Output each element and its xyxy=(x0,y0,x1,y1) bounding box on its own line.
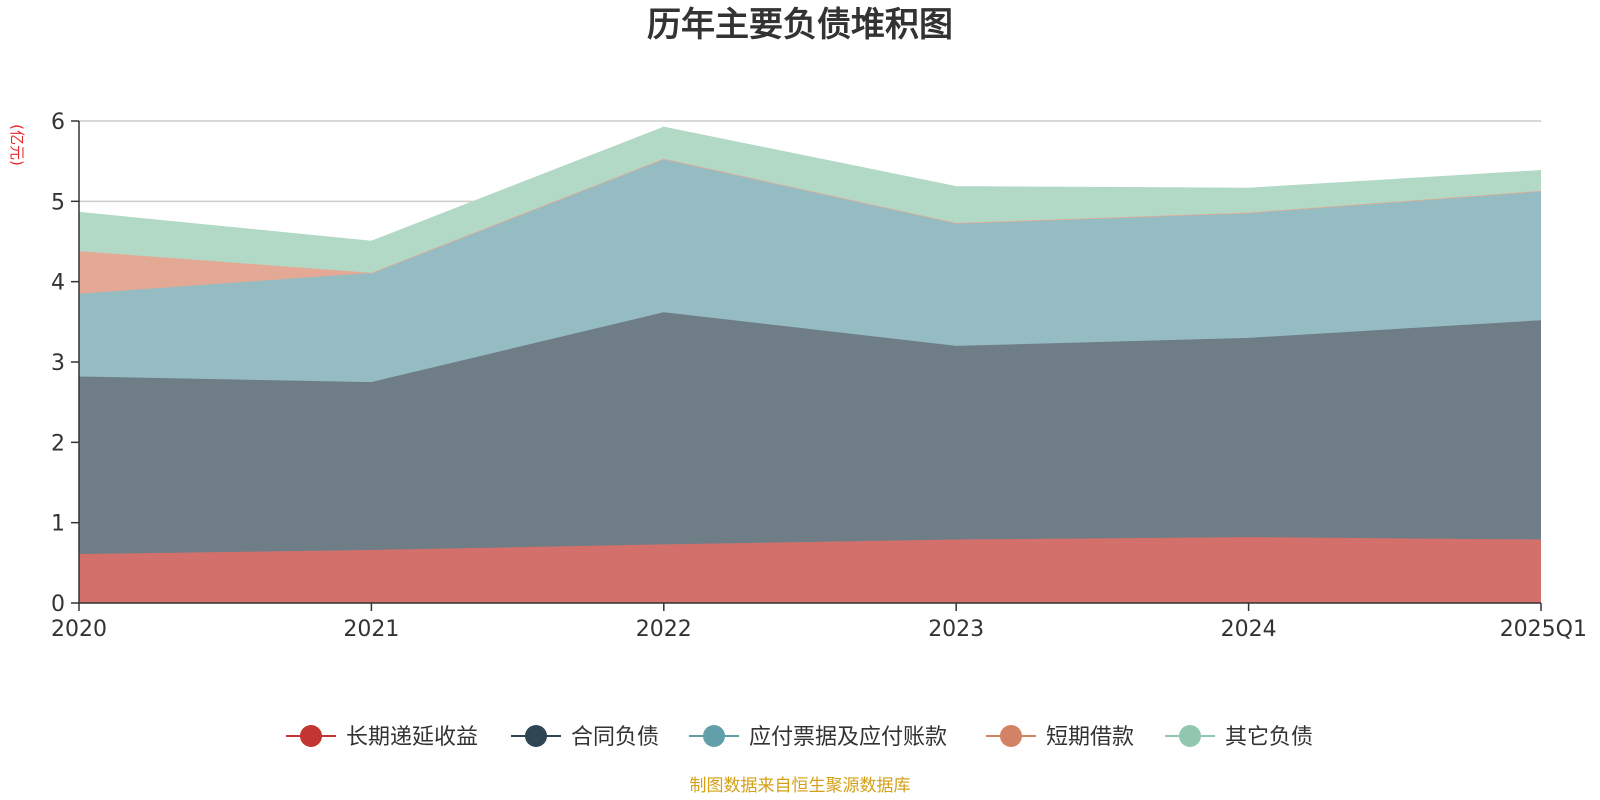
area-series-2 xyxy=(79,312,1541,554)
y-axis-unit-label: (亿元) xyxy=(8,124,26,166)
legend-marker xyxy=(525,725,547,747)
legend-marker xyxy=(1179,725,1201,747)
axes: 0 1 2 3 4 5 6 2020 2021 2022 2023 2024 2025Q1 xyxy=(51,110,1587,642)
y-tick-label: 6 xyxy=(51,110,65,135)
legend-marker xyxy=(300,725,322,747)
area-series-5 xyxy=(79,127,1541,273)
legend-label: 应付票据及应付账款 xyxy=(749,725,947,750)
legend-item-5: 其它负债 xyxy=(1165,725,1313,750)
legend-label: 合同负债 xyxy=(571,725,659,750)
line-series-1 xyxy=(78,536,1542,555)
y-tick-label: 2 xyxy=(51,431,65,456)
x-tick-label: 2022 xyxy=(636,617,692,642)
y-tick-label: 4 xyxy=(51,271,65,296)
legend-label: 其它负债 xyxy=(1225,725,1313,750)
source-note: 制图数据来自恒生聚源数据库 xyxy=(690,776,911,796)
legend-marker xyxy=(703,725,725,747)
legend-item-4: 短期借款 xyxy=(986,725,1134,750)
y-tick-label: 1 xyxy=(51,512,65,537)
chart-title: 历年主要负债堆积图 xyxy=(647,5,953,45)
legend-label: 短期借款 xyxy=(1046,725,1134,750)
area-series-4 xyxy=(79,158,1541,294)
y-tick-label: 3 xyxy=(51,351,65,376)
area-series-3 xyxy=(79,158,1541,383)
legend-item-3: 应付票据及应付账款 xyxy=(689,725,947,750)
x-tick-label: 2025Q1 xyxy=(1500,617,1587,642)
y-tick-label: 5 xyxy=(51,190,65,215)
legend-marker xyxy=(1000,725,1022,747)
x-tick-label: 2023 xyxy=(928,617,984,642)
area-series-1 xyxy=(79,537,1541,603)
x-tick-label: 2024 xyxy=(1221,617,1277,642)
x-tick-label: 2020 xyxy=(51,617,107,642)
legend: 长期递延收益 合同负债 应付票据及应付账款 短期借款 其它负债 xyxy=(286,725,1313,750)
legend-item-1: 长期递延收益 xyxy=(286,725,478,750)
legend-item-2: 合同负债 xyxy=(511,725,659,750)
area-series xyxy=(78,126,1542,603)
y-tick-label: 0 xyxy=(51,592,65,617)
line-series-5 xyxy=(78,126,1542,243)
x-tick-label: 2021 xyxy=(343,617,399,642)
legend-label: 长期递延收益 xyxy=(346,725,478,750)
